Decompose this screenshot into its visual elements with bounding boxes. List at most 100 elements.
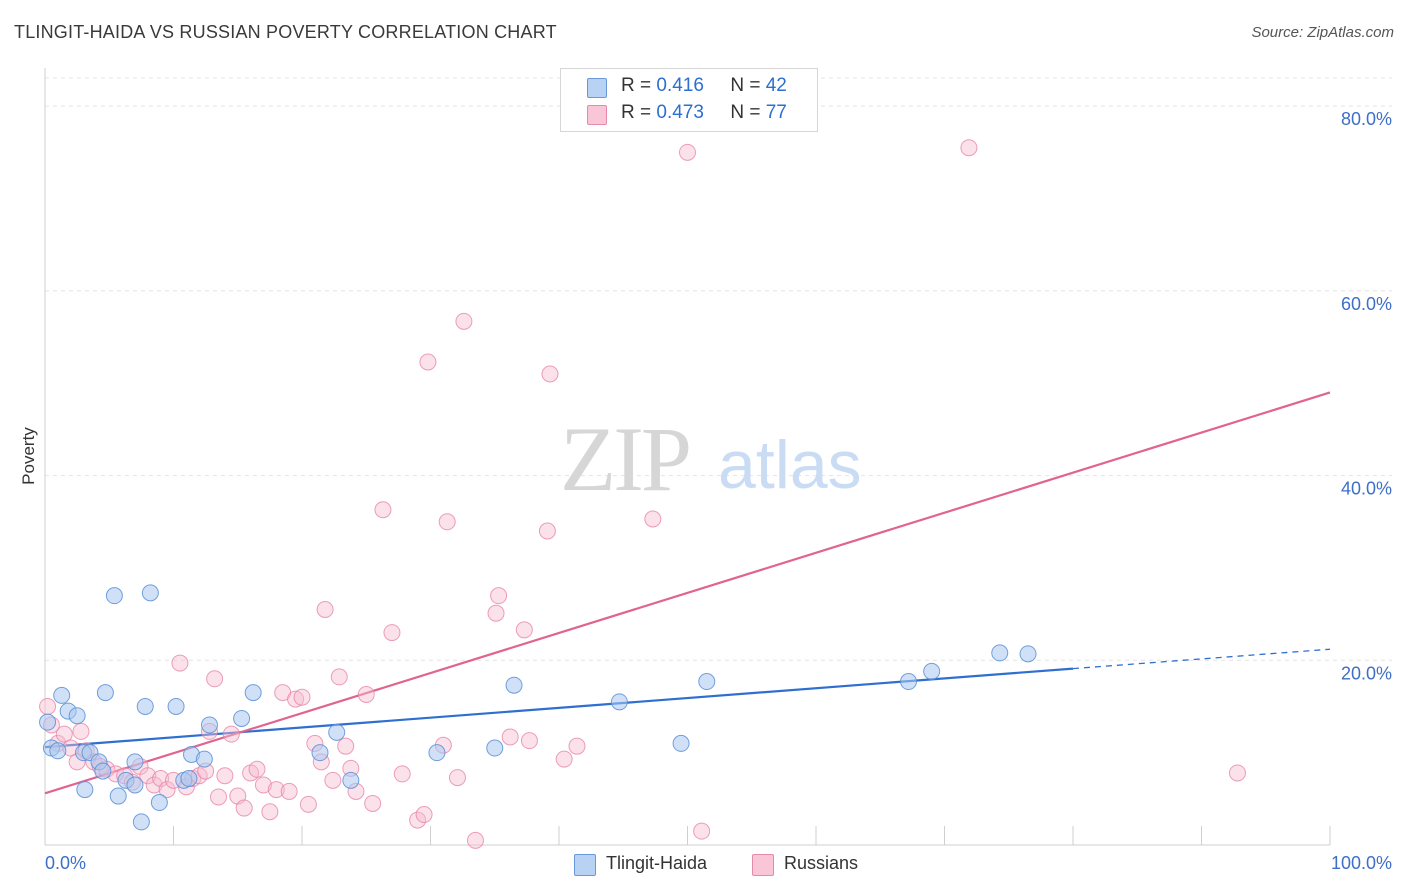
n-label: N = — [730, 75, 761, 96]
point-russians — [487, 604, 505, 622]
trendline-tlingit-haida-extension — [1072, 648, 1331, 670]
point-russians — [316, 601, 334, 618]
point-russians — [448, 769, 466, 787]
point-tlingit-haida — [311, 744, 329, 762]
point-russians — [520, 732, 538, 750]
point-tlingit-haida — [109, 787, 127, 805]
y-tick-label: 60.0% — [1341, 294, 1392, 314]
point-russians — [541, 365, 559, 383]
point-tlingit-haida — [53, 686, 71, 704]
legend-text: R = 0.473 N = 77 — [621, 102, 787, 124]
y-tick-label: 20.0% — [1341, 663, 1392, 683]
point-russians — [216, 767, 234, 785]
point-russians — [490, 587, 508, 605]
y-axis-label: Poverty — [19, 427, 38, 485]
point-russians — [293, 688, 311, 706]
source-credit: Source: ZipAtlas.com — [1251, 24, 1394, 41]
point-russians — [171, 654, 189, 672]
point-tlingit-haida — [486, 739, 504, 757]
point-russians — [330, 668, 348, 686]
point-tlingit-haida — [180, 770, 198, 788]
point-russians — [419, 353, 437, 371]
points-layer — [39, 139, 1246, 849]
point-russians — [145, 776, 163, 794]
point-russians — [158, 781, 176, 799]
point-russians — [152, 770, 170, 788]
point-tlingit-haida — [76, 781, 94, 799]
legend-swatch-pink — [587, 105, 607, 125]
legend-swatch-blue — [587, 78, 607, 98]
point-tlingit-haida — [610, 693, 628, 711]
n-value: 77 — [765, 102, 787, 123]
point-russians — [72, 722, 90, 740]
point-russians — [374, 501, 392, 519]
legend-swatch-pink — [752, 854, 774, 876]
point-russians — [693, 822, 711, 840]
point-russians — [538, 522, 556, 540]
point-tlingit-haida — [672, 734, 690, 752]
point-tlingit-haida — [195, 750, 213, 768]
point-tlingit-haida — [233, 709, 251, 727]
legend-text: R = 0.416 N = 42 — [621, 75, 787, 97]
point-russians — [287, 690, 305, 708]
point-russians — [515, 621, 533, 639]
point-russians — [248, 760, 266, 778]
point-russians — [501, 728, 519, 746]
point-tlingit-haida — [132, 813, 150, 831]
legend-label: Russians — [784, 853, 859, 873]
point-tlingit-haida — [105, 587, 123, 605]
point-russians — [555, 750, 573, 768]
watermark: ZIP atlas — [560, 408, 862, 510]
point-tlingit-haida — [96, 684, 114, 702]
point-russians — [235, 799, 253, 817]
point-russians — [55, 725, 73, 743]
point-russians — [267, 781, 285, 799]
point-tlingit-haida — [167, 697, 185, 715]
trendline-russians — [44, 391, 1331, 795]
point-tlingit-haida — [328, 723, 346, 741]
point-russians — [393, 765, 411, 783]
point-russians — [139, 767, 157, 785]
r-value: 0.416 — [656, 75, 704, 96]
point-russians — [209, 788, 227, 806]
point-russians — [364, 794, 382, 812]
legend-swatch-blue — [574, 854, 596, 876]
n-value: 42 — [765, 75, 787, 96]
point-russians — [222, 725, 240, 743]
r-value: 0.473 — [656, 102, 704, 123]
point-tlingit-haida — [136, 697, 154, 715]
point-russians — [383, 624, 401, 642]
point-tlingit-haida — [428, 744, 446, 762]
x-tick-label: 0.0% — [45, 853, 86, 873]
point-russians — [679, 143, 696, 161]
point-tlingit-haida — [126, 753, 144, 771]
point-tlingit-haida — [505, 676, 523, 694]
point-tlingit-haida — [900, 673, 918, 691]
grid-layer — [45, 77, 1392, 661]
point-russians — [415, 806, 433, 824]
point-russians — [337, 737, 355, 755]
point-tlingit-haida — [39, 713, 57, 731]
watermark-zip: ZIP — [560, 408, 689, 510]
point-tlingit-haida — [68, 707, 86, 725]
chart-title: TLINGIT-HAIDA VS RUSSIAN POVERTY CORRELA… — [14, 22, 557, 42]
point-tlingit-haida — [200, 716, 218, 734]
point-tlingit-haida — [698, 673, 716, 691]
trendline-tlingit-haida — [44, 667, 1074, 749]
point-russians — [261, 803, 279, 821]
watermark-atlas: atlas — [718, 427, 862, 503]
point-russians — [254, 776, 272, 794]
point-tlingit-haida — [49, 742, 67, 760]
point-tlingit-haida — [150, 794, 168, 812]
point-russians — [357, 685, 375, 703]
point-russians — [280, 782, 298, 800]
point-russians — [466, 831, 484, 849]
tick-labels-layer: 20.0% 40.0% 60.0% 80.0% 0.0% 100.0% — [45, 109, 1392, 873]
point-tlingit-haida — [126, 776, 144, 794]
point-russians — [960, 139, 978, 157]
r-label: R = — [621, 102, 652, 123]
point-tlingit-haida — [94, 762, 112, 780]
point-tlingit-haida — [991, 644, 1009, 662]
point-russians — [206, 670, 224, 688]
